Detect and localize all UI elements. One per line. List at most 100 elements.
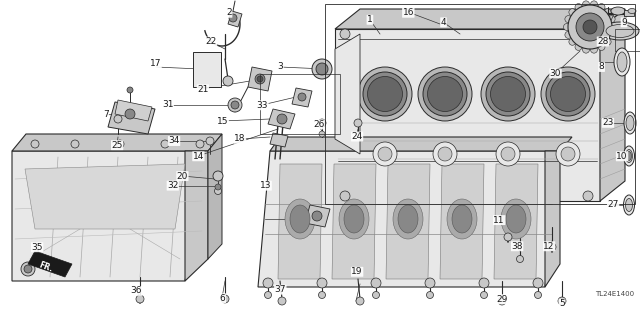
Polygon shape [494,164,538,279]
Circle shape [608,16,615,23]
Circle shape [516,256,524,263]
Text: 37: 37 [275,285,286,294]
Circle shape [548,243,556,251]
Ellipse shape [623,146,634,166]
Ellipse shape [344,205,364,233]
Text: 28: 28 [597,37,609,46]
Ellipse shape [452,205,472,233]
Circle shape [504,233,512,241]
Text: 14: 14 [193,152,204,161]
Ellipse shape [626,115,634,130]
Ellipse shape [486,72,530,116]
Ellipse shape [614,48,630,76]
Ellipse shape [423,72,467,116]
Circle shape [598,4,605,11]
Circle shape [371,278,381,288]
Circle shape [231,101,239,109]
Circle shape [561,147,575,161]
Circle shape [316,63,328,75]
Ellipse shape [290,205,310,233]
Text: 30: 30 [550,69,561,78]
Text: 20: 20 [177,172,188,181]
Text: TL24E1400: TL24E1400 [595,291,634,297]
Circle shape [373,142,397,166]
Ellipse shape [501,199,531,239]
Text: 29: 29 [497,295,508,304]
Polygon shape [108,102,155,134]
Circle shape [264,292,271,299]
Circle shape [356,297,364,305]
Ellipse shape [625,198,632,211]
Circle shape [569,38,576,45]
Polygon shape [335,34,360,154]
Text: 10: 10 [616,152,628,161]
Ellipse shape [611,7,625,15]
Bar [615,29,640,51]
Circle shape [24,265,32,273]
Circle shape [340,29,350,39]
Polygon shape [258,151,560,287]
Ellipse shape [339,199,369,239]
Circle shape [255,74,265,84]
Circle shape [317,278,327,288]
Circle shape [312,211,322,221]
Circle shape [31,140,39,148]
Circle shape [591,46,598,53]
Polygon shape [440,164,484,279]
Circle shape [298,93,306,101]
Circle shape [563,24,570,31]
Circle shape [433,142,457,166]
Text: FR.: FR. [38,260,54,274]
Circle shape [565,16,572,23]
Text: 4: 4 [441,18,446,27]
Ellipse shape [393,199,423,239]
Circle shape [591,1,598,8]
Circle shape [228,98,242,112]
Ellipse shape [428,77,463,112]
Ellipse shape [398,205,418,233]
Circle shape [319,292,326,299]
Circle shape [556,142,580,166]
Text: 21: 21 [197,85,209,94]
Polygon shape [292,88,312,107]
Ellipse shape [546,72,590,116]
Text: 22: 22 [205,37,217,46]
Ellipse shape [481,67,535,121]
Circle shape [127,87,133,93]
Polygon shape [12,134,222,151]
Ellipse shape [623,195,634,215]
Circle shape [278,297,286,305]
Circle shape [582,1,589,8]
Circle shape [501,147,515,161]
Text: 15: 15 [217,117,228,126]
Circle shape [34,257,42,265]
Circle shape [125,109,135,119]
Circle shape [214,188,221,195]
Circle shape [318,119,326,127]
Circle shape [221,295,229,303]
Text: 33: 33 [257,101,268,110]
Text: 18: 18 [234,134,246,143]
Text: 5: 5 [559,299,564,308]
Polygon shape [12,151,208,281]
Bar [325,4,635,204]
Polygon shape [335,29,600,201]
Circle shape [609,24,616,31]
Polygon shape [228,11,242,27]
Ellipse shape [628,9,636,13]
Circle shape [569,9,576,16]
Bar [260,74,340,134]
Circle shape [583,191,593,201]
Circle shape [558,297,566,305]
Circle shape [425,278,435,288]
Text: 8: 8 [599,63,604,71]
Circle shape [534,292,541,299]
Circle shape [426,292,433,299]
Polygon shape [185,151,208,281]
Circle shape [533,278,543,288]
Circle shape [161,140,169,148]
Circle shape [565,31,572,38]
Circle shape [608,31,615,38]
Circle shape [575,43,582,50]
Circle shape [206,137,214,145]
